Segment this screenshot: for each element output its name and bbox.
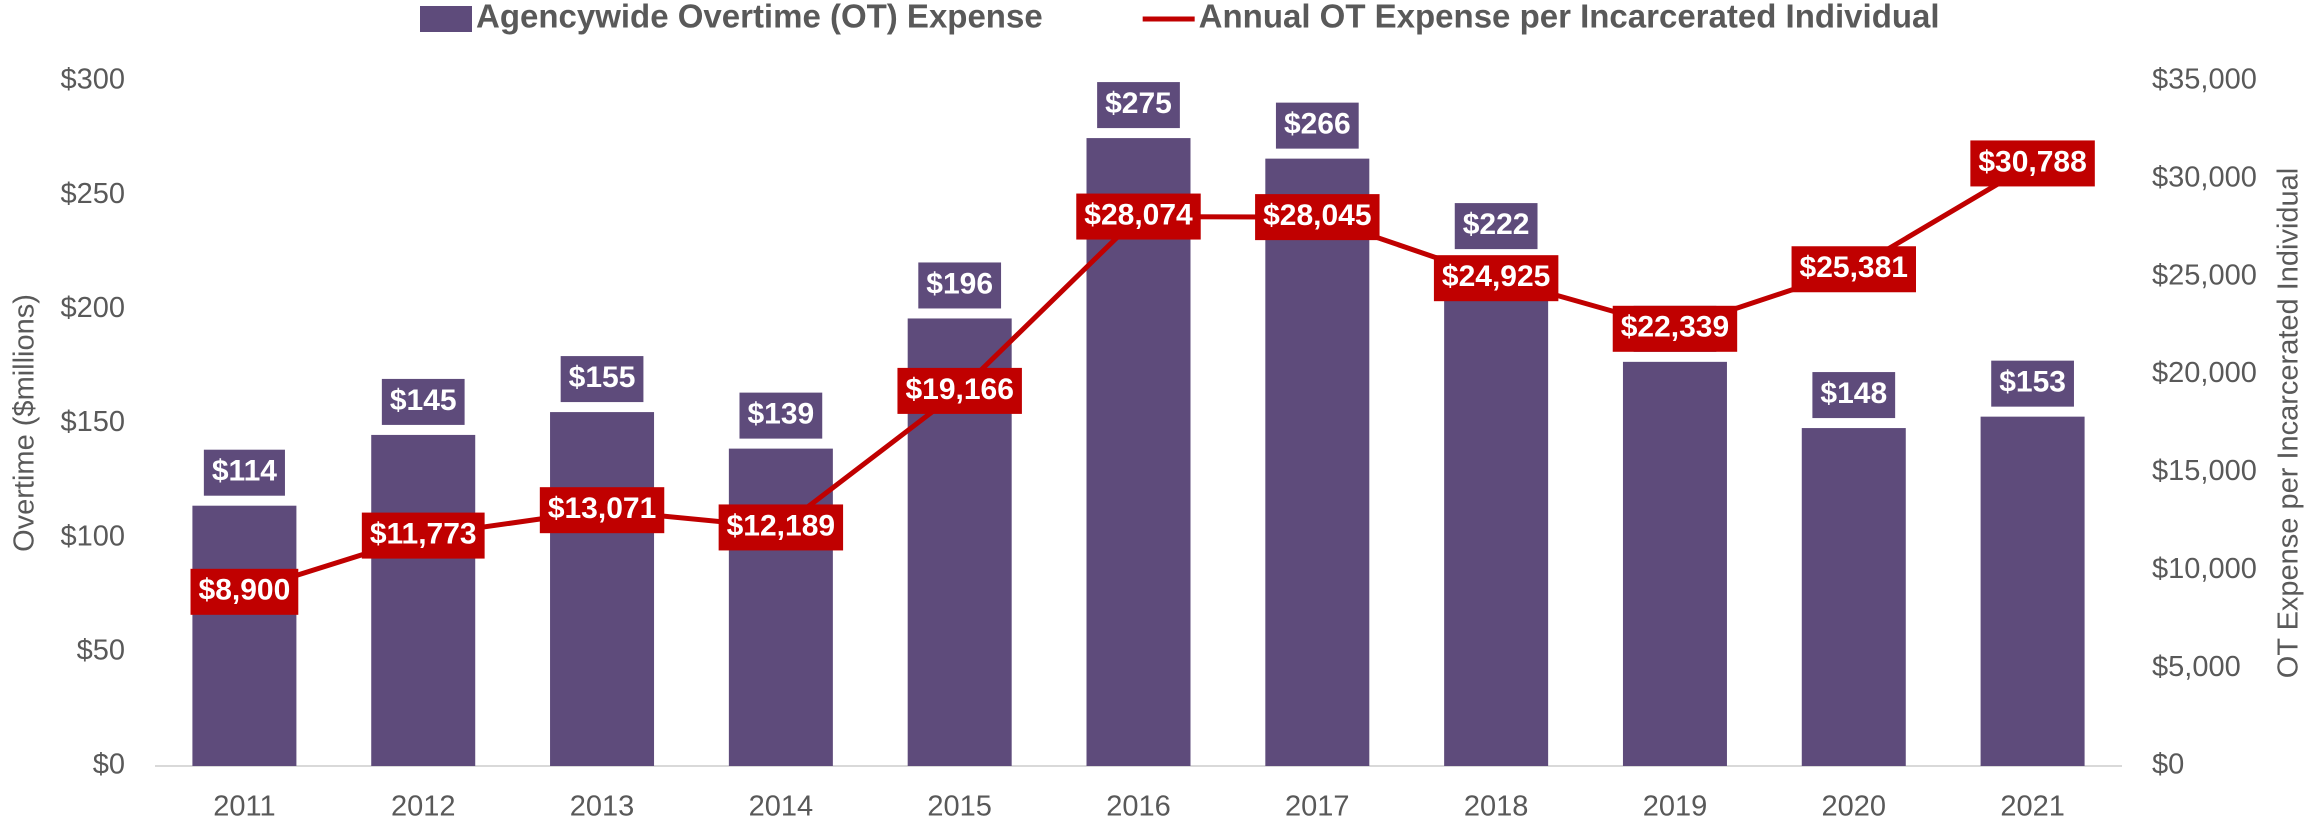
y-tick-label: $100: [60, 520, 125, 552]
bar-label-bg: [560, 356, 644, 403]
bar-label: $153: [1999, 366, 2066, 399]
line-label-bg: [1612, 305, 1738, 352]
bar: [1980, 416, 2085, 766]
line-label-bg: [1076, 193, 1201, 240]
line-label: $24,925: [1442, 260, 1550, 293]
line-label: $19,166: [905, 373, 1013, 406]
bar-label: $145: [390, 384, 457, 417]
y-tick-label: $300: [60, 64, 125, 96]
legend-label: Agencywide Overtime (OT) Expense: [476, 0, 1043, 35]
y2-tick-label: $0: [2152, 749, 2184, 781]
y2-tick-label: $30,000: [2152, 162, 2257, 194]
y-tick-label: $50: [77, 634, 125, 666]
bar-label-bg: [1812, 372, 1896, 419]
bar-label-bg: [203, 449, 285, 496]
x-tick-label: 2020: [1822, 791, 1887, 823]
line-label: $30,788: [1978, 145, 2086, 178]
bar: [550, 412, 655, 766]
bar-label: $275: [1105, 87, 1172, 120]
line-label: $28,074: [1084, 198, 1193, 231]
bar-label: $148: [1820, 377, 1887, 410]
y2-tick-label: $10,000: [2152, 553, 2257, 585]
bar: [1265, 158, 1370, 767]
bar: [192, 505, 297, 766]
bar-label-bg: [1454, 203, 1538, 250]
line-label: $28,045: [1263, 199, 1371, 232]
y2-tick-label: $20,000: [2152, 357, 2257, 389]
line-label: $8,900: [199, 574, 291, 607]
line-label: $12,189: [727, 509, 835, 542]
line-label-bg: [718, 504, 844, 551]
line-label: $11,773: [370, 518, 477, 551]
bar-label: $196: [926, 267, 993, 300]
bar-label: $222: [1463, 208, 1530, 241]
legend-label: Annual OT Expense per Incarcerated Indiv…: [1199, 0, 1940, 35]
y-tick-label: $200: [60, 292, 125, 324]
bar-label: $266: [1284, 108, 1351, 141]
legend-swatch: [420, 6, 472, 32]
line-label-bg: [1255, 194, 1380, 241]
x-tick-label: 2011: [213, 791, 275, 823]
line-label-bg: [1970, 140, 2095, 187]
bar: [1622, 361, 1727, 766]
line-label-bg: [190, 568, 299, 615]
y2-tick-label: $25,000: [2152, 259, 2257, 291]
x-tick-label: 2013: [570, 791, 635, 823]
x-tick-label: 2012: [391, 791, 456, 823]
y2-tick-label: $5,000: [2152, 651, 2241, 683]
x-tick-label: 2019: [1643, 791, 1708, 823]
line-label: $13,071: [548, 492, 656, 525]
bar-label: $155: [569, 361, 636, 394]
bar: [1444, 259, 1549, 766]
bar-label-bg: [918, 262, 1002, 309]
bar: [728, 448, 833, 766]
bar-label-bg: [1097, 82, 1180, 129]
y2-tick-label: $35,000: [2152, 64, 2257, 96]
y-tick-label: $250: [60, 178, 125, 210]
bar-label-bg: [1991, 360, 2074, 407]
y-tick-label: $150: [60, 406, 125, 438]
bar-label: $114: [212, 455, 277, 488]
x-tick-label: 2018: [1464, 791, 1529, 823]
bar: [1801, 428, 1906, 766]
line-label-bg: [1791, 246, 1916, 293]
bar-label-bg: [1275, 102, 1359, 149]
bar: [371, 434, 476, 766]
line-label-bg: [361, 512, 485, 559]
line-label-bg: [1433, 255, 1559, 302]
line-label: $25,381: [1800, 251, 1908, 284]
x-tick-label: 2016: [1106, 791, 1171, 823]
x-tick-label: 2015: [927, 791, 992, 823]
line-label-bg: [897, 367, 1022, 414]
bar-label-bg: [381, 378, 465, 425]
y2-axis-title: OT Expense per Incarcerated Individual: [2273, 168, 2305, 678]
bar-label-bg: [739, 392, 823, 439]
bar-label: $139: [747, 398, 814, 431]
y2-tick-label: $15,000: [2152, 455, 2257, 487]
line-label-bg: [539, 487, 665, 534]
y-tick-label: $0: [93, 749, 125, 781]
line-label: $22,339: [1621, 311, 1729, 344]
y-axis-title: Overtime ($millions): [9, 294, 41, 552]
bar: [1086, 138, 1191, 767]
x-tick-label: 2017: [1285, 791, 1350, 823]
x-tick-label: 2021: [2000, 791, 2065, 823]
x-tick-label: 2014: [749, 791, 814, 823]
